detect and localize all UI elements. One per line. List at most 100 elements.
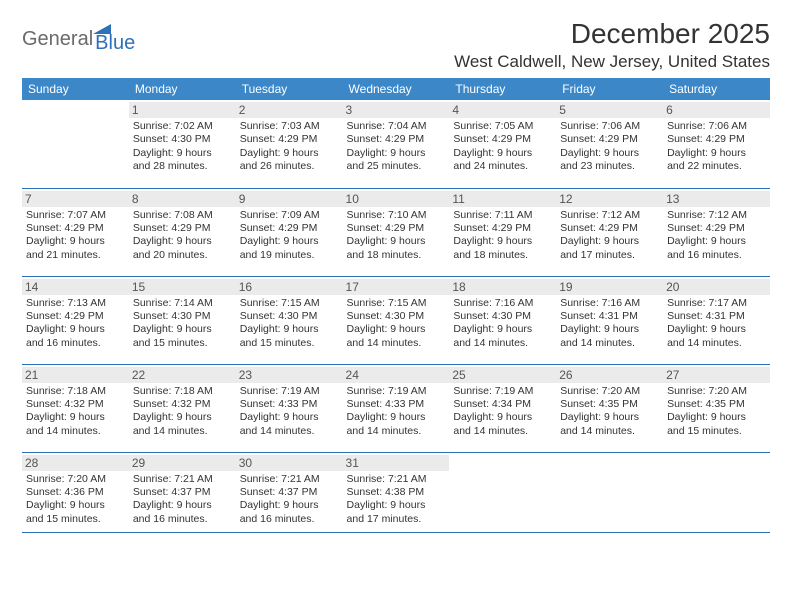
- day-details: Sunrise: 7:02 AMSunset: 4:30 PMDaylight:…: [133, 120, 232, 174]
- day-number: 13: [663, 191, 770, 207]
- calendar-cell: 12 Sunrise: 7:12 AMSunset: 4:29 PMDayligh…: [556, 188, 663, 276]
- calendar-cell: 28 Sunrise: 7:20 AMSunset: 4:36 PMDayligh…: [22, 452, 129, 533]
- day-number: 23: [236, 367, 343, 383]
- day-number: 11: [449, 191, 556, 207]
- day-number: 17: [343, 279, 450, 295]
- day-header: Saturday: [663, 78, 770, 100]
- calendar-cell: [22, 100, 129, 188]
- location-text: West Caldwell, New Jersey, United States: [454, 52, 770, 72]
- calendar-cell: 13Sunrise: 7:12 AMSunset: 4:29 PMDayligh…: [663, 188, 770, 276]
- day-number: 12: [556, 191, 663, 207]
- month-title: December 2025: [454, 18, 770, 50]
- day-details: Sunrise: 7:13 AMSunset: 4:29 PMDaylight:…: [26, 297, 125, 351]
- day-details: Sunrise: 7:20 AMSunset: 4:35 PMDaylight:…: [560, 385, 659, 439]
- day-number: 29: [129, 455, 236, 471]
- calendar-cell: [663, 452, 770, 533]
- day-details: Sunrise: 7:11 AMSunset: 4:29 PMDaylight:…: [453, 209, 552, 263]
- logo-text-gray: General: [22, 29, 93, 49]
- calendar-cell: 9 Sunrise: 7:09 AMSunset: 4:29 PMDaylight…: [236, 188, 343, 276]
- calendar-cell: 15 Sunrise: 7:14 AMSunset: 4:30 PMDayligh…: [129, 276, 236, 364]
- calendar-week-row: 14 Sunrise: 7:13 AMSunset: 4:29 PMDayligh…: [22, 276, 770, 364]
- day-details: Sunrise: 7:06 AMSunset: 4:29 PMDaylight:…: [560, 120, 659, 174]
- day-header: Monday: [129, 78, 236, 100]
- day-details: Sunrise: 7:14 AMSunset: 4:30 PMDaylight:…: [133, 297, 232, 351]
- day-number: 1: [129, 102, 236, 118]
- calendar-cell: 8 Sunrise: 7:08 AMSunset: 4:29 PMDaylight…: [129, 188, 236, 276]
- calendar-cell: 7 Sunrise: 7:07 AMSunset: 4:29 PMDaylight…: [22, 188, 129, 276]
- calendar-week-row: 28 Sunrise: 7:20 AMSunset: 4:36 PMDayligh…: [22, 452, 770, 533]
- calendar-cell: [556, 452, 663, 533]
- calendar-cell: 30Sunrise: 7:21 AMSunset: 4:37 PMDayligh…: [236, 452, 343, 533]
- calendar-cell: 3Sunrise: 7:04 AMSunset: 4:29 PMDaylight…: [343, 100, 450, 188]
- day-header: Sunday: [22, 78, 129, 100]
- day-number: 20: [663, 279, 770, 295]
- day-number: 9: [236, 191, 343, 207]
- day-number: 14: [22, 279, 129, 295]
- day-number: 3: [343, 102, 450, 118]
- day-details: Sunrise: 7:15 AMSunset: 4:30 PMDaylight:…: [240, 297, 339, 351]
- day-details: Sunrise: 7:17 AMSunset: 4:31 PMDaylight:…: [667, 297, 766, 351]
- day-details: Sunrise: 7:06 AMSunset: 4:29 PMDaylight:…: [667, 120, 766, 174]
- day-number: 18: [449, 279, 556, 295]
- day-number: 2: [236, 102, 343, 118]
- day-number: 22: [129, 367, 236, 383]
- title-block: December 2025 West Caldwell, New Jersey,…: [454, 18, 770, 72]
- calendar-cell: 31 Sunrise: 7:21 AMSunset: 4:38 PMDayligh…: [343, 452, 450, 533]
- calendar-cell: 25 Sunrise: 7:19 AMSunset: 4:34 PMDayligh…: [449, 364, 556, 452]
- day-details: Sunrise: 7:15 AMSunset: 4:30 PMDaylight:…: [347, 297, 446, 351]
- day-number: 15: [129, 279, 236, 295]
- calendar-week-row: 21Sunrise: 7:18 AMSunset: 4:32 PMDayligh…: [22, 364, 770, 452]
- day-number: 26: [556, 367, 663, 383]
- calendar-cell: 10Sunrise: 7:10 AMSunset: 4:29 PMDayligh…: [343, 188, 450, 276]
- calendar-cell: 1 Sunrise: 7:02 AMSunset: 4:30 PMDaylight…: [129, 100, 236, 188]
- day-details: Sunrise: 7:18 AMSunset: 4:32 PMDaylight:…: [26, 385, 125, 439]
- day-details: Sunrise: 7:08 AMSunset: 4:29 PMDaylight:…: [133, 209, 232, 263]
- day-number: 7: [22, 191, 129, 207]
- header: General Blue December 2025 West Caldwell…: [22, 18, 770, 72]
- calendar-cell: 11 Sunrise: 7:11 AMSunset: 4:29 PMDayligh…: [449, 188, 556, 276]
- calendar-cell: 18Sunrise: 7:16 AMSunset: 4:30 PMDayligh…: [449, 276, 556, 364]
- calendar-page: General Blue December 2025 West Caldwell…: [0, 0, 792, 543]
- calendar-table: Sunday Monday Tuesday Wednesday Thursday…: [22, 78, 770, 533]
- day-details: Sunrise: 7:09 AMSunset: 4:29 PMDaylight:…: [240, 209, 339, 263]
- calendar-cell: 2 Sunrise: 7:03 AMSunset: 4:29 PMDaylight…: [236, 100, 343, 188]
- day-number: 4: [449, 102, 556, 118]
- calendar-cell: 5Sunrise: 7:06 AMSunset: 4:29 PMDaylight…: [556, 100, 663, 188]
- calendar-cell: 6 Sunrise: 7:06 AMSunset: 4:29 PMDaylight…: [663, 100, 770, 188]
- calendar-cell: 21Sunrise: 7:18 AMSunset: 4:32 PMDayligh…: [22, 364, 129, 452]
- day-number: 30: [236, 455, 343, 471]
- day-details: Sunrise: 7:21 AMSunset: 4:38 PMDaylight:…: [347, 473, 446, 527]
- calendar-cell: 20 Sunrise: 7:17 AMSunset: 4:31 PMDayligh…: [663, 276, 770, 364]
- day-number: 16: [236, 279, 343, 295]
- calendar-cell: 19Sunrise: 7:16 AMSunset: 4:31 PMDayligh…: [556, 276, 663, 364]
- calendar-cell: 29 Sunrise: 7:21 AMSunset: 4:37 PMDayligh…: [129, 452, 236, 533]
- calendar-cell: 4Sunrise: 7:05 AMSunset: 4:29 PMDaylight…: [449, 100, 556, 188]
- day-details: Sunrise: 7:03 AMSunset: 4:29 PMDaylight:…: [240, 120, 339, 174]
- day-details: Sunrise: 7:20 AMSunset: 4:35 PMDaylight:…: [667, 385, 766, 439]
- day-details: Sunrise: 7:20 AMSunset: 4:36 PMDaylight:…: [26, 473, 125, 527]
- calendar-cell: 24Sunrise: 7:19 AMSunset: 4:33 PMDayligh…: [343, 364, 450, 452]
- day-details: Sunrise: 7:07 AMSunset: 4:29 PMDaylight:…: [26, 209, 125, 263]
- calendar-cell: 17 Sunrise: 7:15 AMSunset: 4:30 PMDayligh…: [343, 276, 450, 364]
- calendar-cell: 22 Sunrise: 7:18 AMSunset: 4:32 PMDayligh…: [129, 364, 236, 452]
- day-number: 8: [129, 191, 236, 207]
- day-details: Sunrise: 7:12 AMSunset: 4:29 PMDaylight:…: [560, 209, 659, 263]
- day-number: 24: [343, 367, 450, 383]
- day-details: Sunrise: 7:16 AMSunset: 4:31 PMDaylight:…: [560, 297, 659, 351]
- day-details: Sunrise: 7:19 AMSunset: 4:33 PMDaylight:…: [240, 385, 339, 439]
- day-number: 31: [343, 455, 450, 471]
- day-number: 25: [449, 367, 556, 383]
- day-details: Sunrise: 7:21 AMSunset: 4:37 PMDaylight:…: [133, 473, 232, 527]
- calendar-cell: 23 Sunrise: 7:19 AMSunset: 4:33 PMDayligh…: [236, 364, 343, 452]
- day-details: Sunrise: 7:18 AMSunset: 4:32 PMDaylight:…: [133, 385, 232, 439]
- calendar-body: 1 Sunrise: 7:02 AMSunset: 4:30 PMDaylight…: [22, 100, 770, 533]
- day-number: 6: [663, 102, 770, 118]
- day-number: 10: [343, 191, 450, 207]
- day-number: 27: [663, 367, 770, 383]
- day-number: 28: [22, 455, 129, 471]
- day-header: Tuesday: [236, 78, 343, 100]
- day-details: Sunrise: 7:19 AMSunset: 4:34 PMDaylight:…: [453, 385, 552, 439]
- logo-blue-group: Blue: [95, 24, 135, 53]
- day-header: Friday: [556, 78, 663, 100]
- calendar-cell: 16 Sunrise: 7:15 AMSunset: 4:30 PMDayligh…: [236, 276, 343, 364]
